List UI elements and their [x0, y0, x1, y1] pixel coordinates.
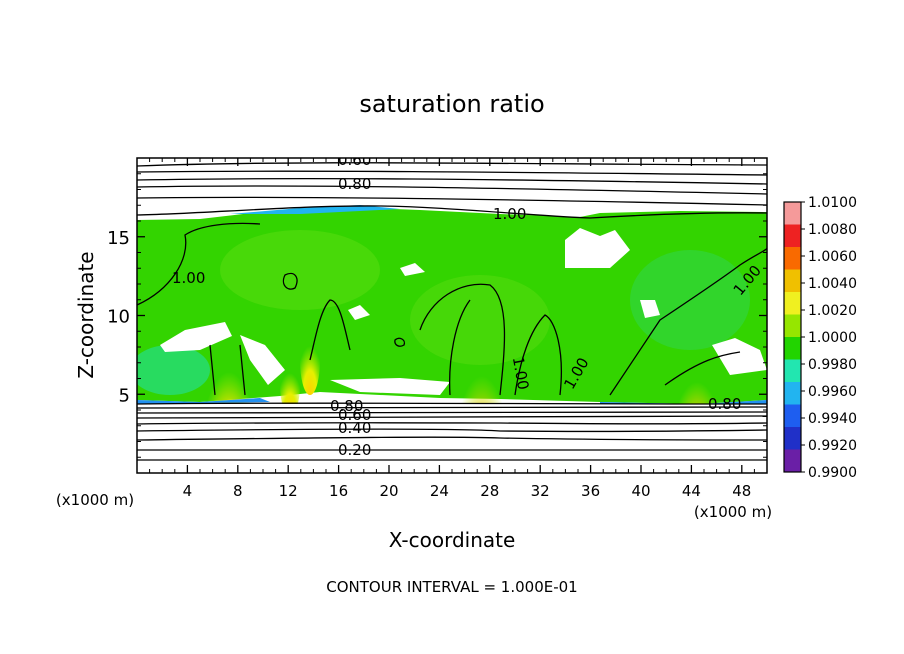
contour-label-0.20-low: 0.20	[338, 441, 371, 459]
dry-pocket-1	[160, 322, 232, 352]
colorbar-label: 0.9920	[808, 438, 857, 454]
x-tick-label: 20	[379, 482, 398, 500]
dry-pocket-6	[640, 300, 660, 318]
colorbar-label: 1.0000	[808, 330, 857, 346]
chart-title: saturation ratio	[359, 90, 544, 118]
colorbar-label: 1.0100	[808, 195, 857, 211]
contour-label-1.00-left: 1.00	[172, 269, 205, 287]
x-tick-label: 36	[581, 482, 600, 500]
contour-interval-note: CONTOUR INTERVAL = 1.000E-01	[326, 578, 577, 596]
dry-pocket-2	[240, 335, 285, 385]
contour-label-0.80-top: 0.80	[338, 175, 371, 193]
y-axis-ticks: 5 10 15	[107, 173, 767, 458]
dry-pocket-5	[712, 338, 767, 375]
colorbar-swatch	[784, 382, 801, 405]
x-tick-label: 4	[183, 482, 193, 500]
colorbar-label: 0.9960	[808, 384, 857, 400]
colorbar-swatch	[784, 292, 801, 315]
colorbar-swatch	[784, 224, 801, 248]
colorbar-label: 1.0040	[808, 276, 857, 292]
y-tick-label: 15	[107, 228, 130, 249]
colorbar-label: 1.0020	[808, 303, 857, 319]
x-unit-left: (x1000 m)	[56, 491, 134, 509]
dry-pocket-3	[330, 378, 450, 395]
contour-label-1.00-top: 1.00	[493, 205, 526, 223]
colorbar-label: 0.9980	[808, 357, 857, 373]
x-tick-label: 12	[279, 482, 298, 500]
colorbar: 1.0100 1.0080 1.0060 1.0040 1.0020 1.0000 0.99…	[783, 195, 857, 481]
colorbar-label: 0.9900	[808, 465, 857, 481]
contour-label-0.40-low: 0.40	[338, 419, 371, 437]
x-axis-ticks: 4 8 12 16 20 24 28 32 36 40 44 48	[149, 158, 755, 500]
contour-lines	[137, 162, 767, 461]
colorbar-swatch	[784, 269, 801, 293]
colorbar-label: 0.9940	[808, 411, 857, 427]
colorbar-swatch	[784, 202, 801, 225]
plot-field: 0.60 0.80 1.00 1.00 1.00 1.00 1.00 0.80 …	[137, 151, 767, 473]
colorbar-swatch	[784, 404, 801, 428]
contour-label-0.60-low: 0.60	[338, 406, 371, 424]
contour-label-0.80-right: 0.80	[708, 395, 741, 413]
colorbar-swatch	[784, 359, 801, 383]
x-tick-label: 44	[682, 482, 701, 500]
contour-label-0.80-low: 0.80	[330, 397, 363, 415]
dry-pocket-4	[565, 228, 630, 268]
colorbar-label: 1.0060	[808, 249, 857, 265]
x-tick-label: 8	[233, 482, 243, 500]
y-tick-label: 10	[107, 307, 130, 328]
x-tick-label: 28	[480, 482, 499, 500]
x-tick-label: 48	[732, 482, 751, 500]
colorbar-swatch	[784, 449, 801, 473]
colorbar-swatch	[784, 247, 801, 270]
colorbar-swatch	[784, 337, 801, 360]
x-tick-label: 40	[631, 482, 650, 500]
x-tick-label: 24	[430, 482, 449, 500]
colorbar-swatch	[784, 314, 801, 338]
y-tick-label: 5	[119, 385, 130, 406]
y-axis-title: Z-coordinate	[74, 251, 98, 378]
contour-label-1.00-mid-a: 1.00	[509, 355, 533, 391]
x-axis-title: X-coordinate	[389, 528, 516, 552]
colorbar-swatch	[784, 427, 801, 450]
x-unit-right: (x1000 m)	[694, 503, 772, 521]
colorbar-label: 1.0080	[808, 222, 857, 238]
x-tick-label: 32	[531, 482, 550, 500]
x-tick-label: 16	[329, 482, 348, 500]
contour-label-0.60-top: 0.60	[338, 151, 371, 169]
